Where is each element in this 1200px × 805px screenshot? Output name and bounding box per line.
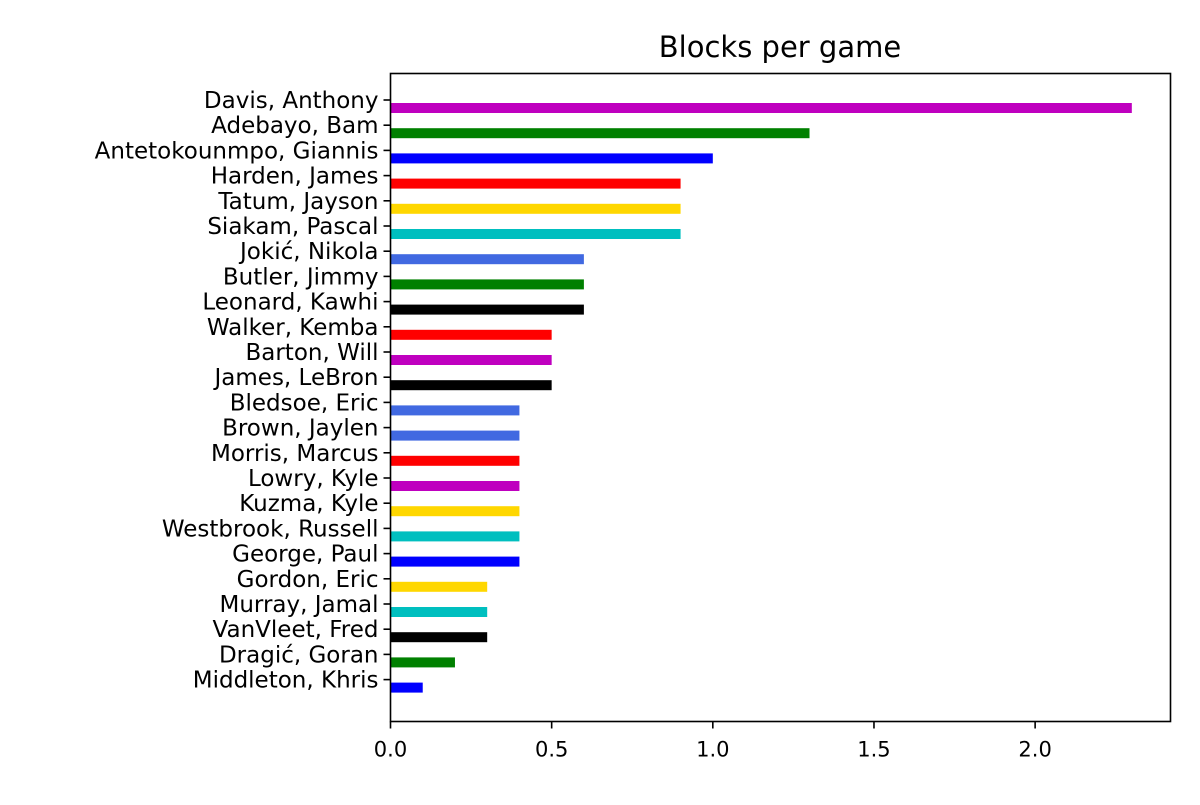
- y-tick-label: Middleton, Khris: [193, 668, 379, 694]
- bar: [390, 103, 1132, 113]
- y-tick-label: Jokić, Nikola: [238, 239, 378, 265]
- y-tick-label: Murray, Jamal: [219, 592, 378, 618]
- bar: [390, 481, 520, 491]
- y-tick-label: Kuzma, Kyle: [239, 491, 378, 517]
- bar: [390, 531, 520, 542]
- bar: [390, 405, 520, 416]
- bar: [390, 556, 520, 567]
- bar: [390, 229, 681, 239]
- y-tick-label: Brown, Jaylen: [222, 416, 378, 442]
- y-tick-label: Gordon, Eric: [237, 567, 379, 593]
- chart-title: Blocks per game: [659, 30, 901, 64]
- bar: [390, 455, 520, 466]
- bar: [390, 153, 713, 164]
- y-tick-label: Siakam, Pascal: [207, 214, 378, 240]
- bar: [390, 279, 584, 290]
- bar: [390, 355, 552, 365]
- bar: [390, 430, 520, 441]
- y-tick-label: George, Paul: [232, 542, 378, 568]
- bar: [390, 581, 488, 592]
- y-tick-label: James, LeBron: [213, 365, 379, 391]
- bars-group: [390, 103, 1132, 693]
- x-tick-label: 2.0: [1018, 738, 1051, 762]
- bar: [390, 254, 584, 265]
- bar: [390, 682, 423, 693]
- y-tick-label: Bledsoe, Eric: [230, 390, 379, 416]
- y-tick-label: Harden, James: [211, 164, 379, 190]
- y-tick-label: VanVleet, Fred: [213, 617, 379, 643]
- bar: [390, 380, 552, 391]
- bar: [390, 506, 520, 517]
- plot-frame: [389, 72, 1172, 723]
- bar: [390, 203, 681, 214]
- y-tick-label: Adebayo, Bam: [211, 113, 378, 139]
- y-tick-label: Barton, Will: [245, 340, 378, 366]
- y-tick-label: Leonard, Kawhi: [202, 290, 378, 316]
- x-tick-label: 1.5: [857, 738, 890, 762]
- y-tick-label: Davis, Anthony: [204, 88, 379, 114]
- bar: [390, 607, 488, 617]
- bar: [390, 304, 584, 315]
- y-tick-label: Westbrook, Russell: [162, 516, 379, 542]
- bar: [390, 178, 681, 189]
- x-tick-label: 0.5: [535, 738, 568, 762]
- bar: [390, 657, 455, 668]
- x-tick-label: 1.0: [696, 738, 729, 762]
- x-axis-ticks: 0.0 0.5 1.0 1.5 2.0: [374, 721, 1052, 762]
- y-tick-label: Morris, Marcus: [211, 441, 379, 467]
- bar: [390, 128, 810, 139]
- x-tick-label: 0.0: [374, 738, 407, 762]
- y-tick-label: Antetokounmpo, Giannis: [95, 138, 379, 164]
- y-tick-label: Tatum, Jayson: [217, 189, 378, 215]
- y-tick-label: Walker, Kemba: [207, 315, 379, 341]
- y-tick-label: Butler, Jimmy: [223, 264, 379, 290]
- y-tick-label: Dragić, Goran: [219, 642, 379, 668]
- y-tick-label: Lowry, Kyle: [248, 466, 379, 492]
- bar: [390, 632, 488, 643]
- bar: [390, 329, 552, 340]
